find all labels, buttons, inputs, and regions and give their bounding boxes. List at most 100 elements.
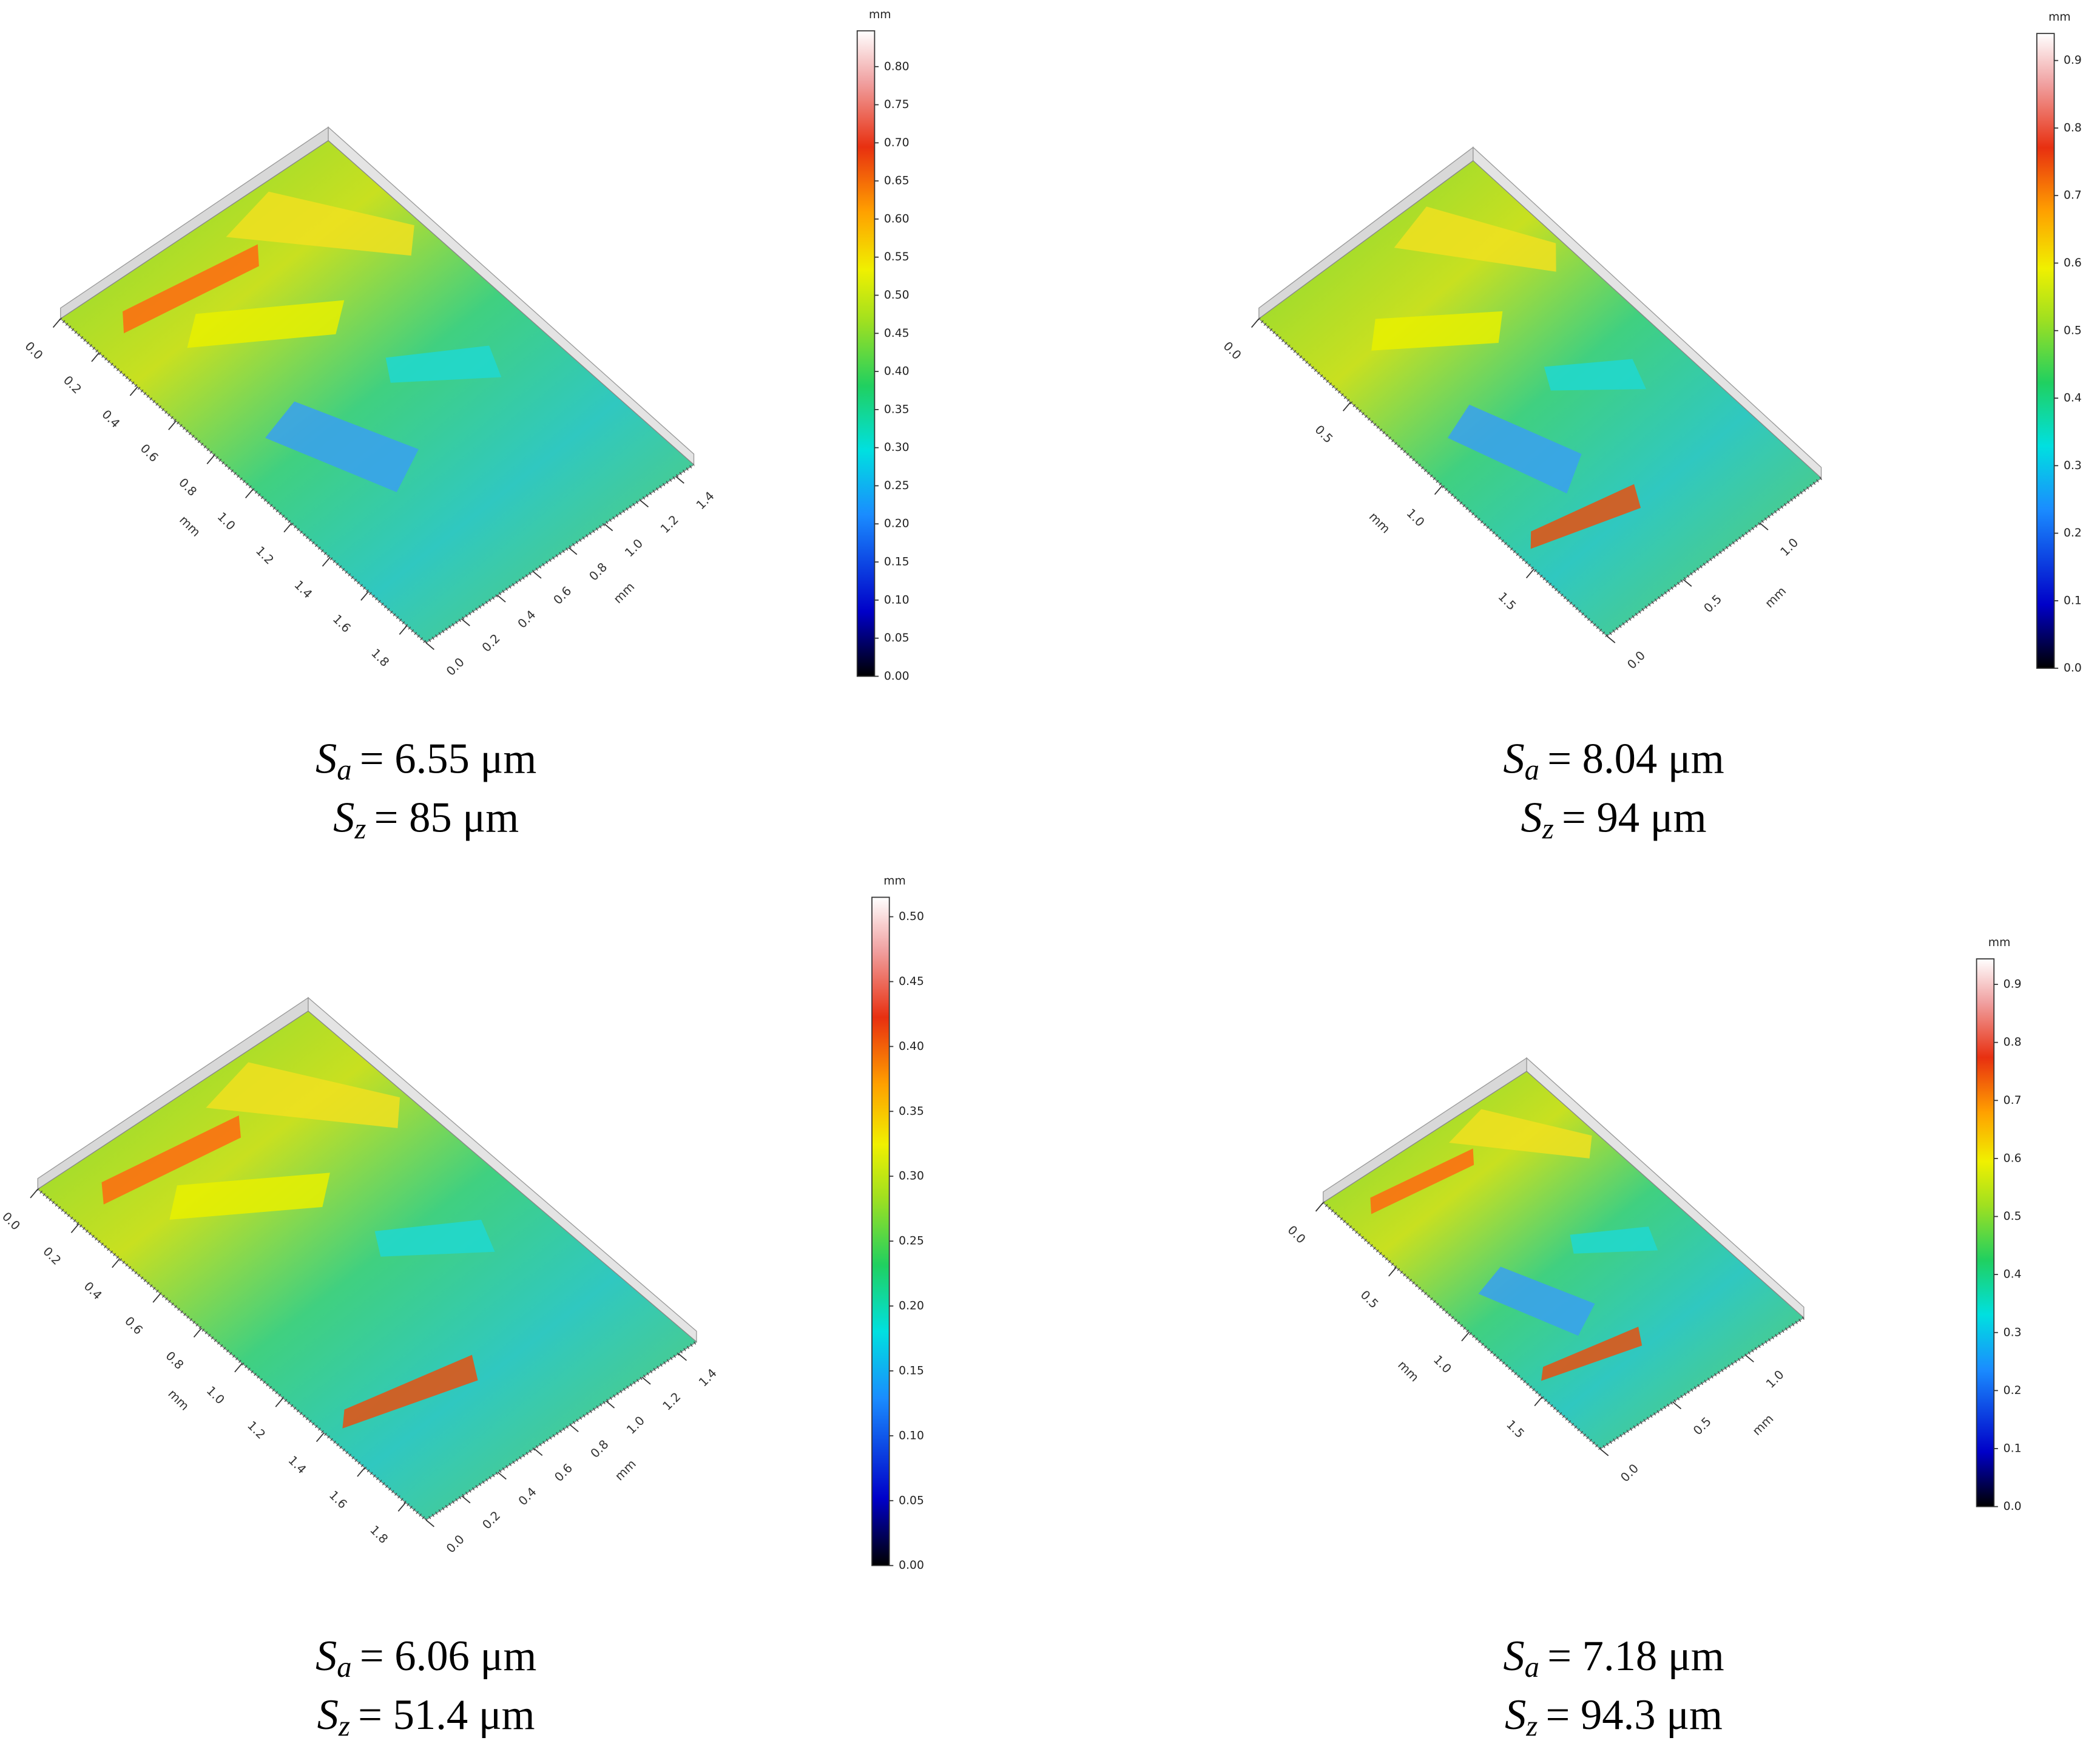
- caption: Sz = 94.3 μm: [1505, 1691, 1723, 1742]
- colorbar-tick-label: 0.40: [884, 365, 910, 378]
- axis-tick-label: 1.6: [330, 612, 354, 635]
- caption: Sa = 7.18 μm: [1503, 1632, 1724, 1683]
- colorbar-tick-label: 0.05: [884, 632, 910, 644]
- axis-tick: [1388, 1267, 1397, 1277]
- colorbar-tick-label: 0.25: [899, 1235, 924, 1248]
- axis-tick-label: 1.4: [696, 1366, 720, 1390]
- axis-tick: [275, 1398, 284, 1407]
- axis-tick-label: 0.0: [0, 1209, 23, 1233]
- colorbar-unit: mm: [869, 8, 891, 21]
- axis-edge: [1322, 1201, 1602, 1450]
- colorbar-tick-label: 0.75: [884, 98, 910, 111]
- panel: 0.0 0.5 1.0 1.5 mm 0.0 0.5 1.0 mm mm 0.0 0.1 0.2 0.3 0…: [1285, 936, 2021, 1742]
- axis-tick: [283, 523, 292, 533]
- colorbar-tick-label: 0.2: [2004, 1384, 2022, 1397]
- axis-edge: [425, 1340, 698, 1521]
- colorbar-unit: mm: [2048, 11, 2071, 24]
- colorbar-tick-label: 0.6: [2064, 257, 2082, 269]
- axis-tick-label: 1.0: [215, 510, 238, 533]
- axis-tick: [606, 1401, 615, 1409]
- colorbar-tick-label: 0.70: [884, 137, 910, 149]
- axis-tick-label: 0.2: [40, 1244, 64, 1268]
- caption-value: = 94 μm: [1562, 794, 1707, 841]
- surface-feature: [1544, 359, 1646, 391]
- axis-tick-label: 0.2: [479, 631, 503, 655]
- axis-tick-label: 1.0: [624, 1413, 647, 1437]
- colorbar-tick-label: 0.50: [884, 289, 910, 302]
- colorbar-tick-label: 0.5: [2004, 1210, 2022, 1223]
- axis-tick-label: 0.4: [516, 1485, 539, 1509]
- axis-tick-label: 0.6: [138, 441, 161, 465]
- axis-tick: [570, 1424, 579, 1432]
- axis-tick-label: 1.8: [367, 1523, 391, 1546]
- axis-tick-label: 0.6: [122, 1314, 146, 1338]
- colorbar-tick-label: 0.25: [884, 479, 910, 492]
- colorbar-tick-label: 0.05: [899, 1494, 924, 1507]
- axis-edge: [1599, 1316, 1805, 1451]
- surface-feature: [1541, 1327, 1643, 1381]
- axis-tick: [604, 523, 613, 532]
- axis-tick: [30, 1189, 38, 1199]
- axis-tick: [168, 421, 177, 430]
- colorbar-tick-label: 0.3: [2004, 1326, 2022, 1339]
- caption-subscript: z: [354, 813, 366, 845]
- axis-tick: [1672, 1401, 1682, 1410]
- axis-tick-label: 1.2: [660, 1390, 684, 1413]
- axis-tick-label: 1.0: [1431, 1353, 1454, 1376]
- axis-tick-label: 1.5: [1495, 590, 1519, 614]
- axis-tick-label: 1.2: [253, 544, 277, 567]
- axis-tick-label: 0.4: [99, 407, 123, 431]
- caption-value: = 8.04 μm: [1547, 735, 1724, 782]
- colorbar-tick-label: 0.20: [884, 518, 910, 530]
- axis-tick-label: 0.4: [81, 1279, 105, 1303]
- colorbar-tick-label: 0.1: [2064, 594, 2082, 607]
- surface-feature: [169, 1172, 330, 1220]
- caption-symbol: S: [1503, 735, 1524, 782]
- axis-tick-label: 1.5: [1504, 1418, 1527, 1441]
- caption: Sz = 85 μm: [333, 794, 519, 845]
- axis-tick: [568, 547, 578, 555]
- axis-tick: [1760, 523, 1769, 530]
- axis-tick: [1461, 1331, 1470, 1342]
- axis-tick: [1342, 402, 1351, 411]
- colorbar-tick-label: 0.30: [884, 441, 910, 454]
- axis-tick: [91, 352, 100, 362]
- colorbar-tick-label: 0.30: [899, 1170, 924, 1183]
- colorbar-tick-label: 0.35: [899, 1105, 924, 1118]
- axis-tick-label: 0.4: [515, 607, 539, 631]
- axis-tick: [425, 1519, 434, 1527]
- axis-tick: [533, 571, 542, 579]
- axis-tick-label: 1.8: [368, 646, 392, 670]
- axis-tick-label: 0.0: [1285, 1223, 1308, 1247]
- colorbar-tick-label: 0.15: [884, 556, 910, 569]
- colorbar-tick-label: 0.00: [884, 670, 910, 683]
- axis-tick: [1745, 1355, 1754, 1362]
- colorbar: [2036, 33, 2055, 669]
- colorbar: [856, 30, 876, 677]
- colorbar-tick-label: 0.4: [2064, 392, 2082, 405]
- caption-symbol: S: [333, 794, 354, 841]
- axis-label: mm: [611, 580, 638, 606]
- colorbar: [1976, 958, 1995, 1507]
- colorbar-tick-label: 0.40: [899, 1040, 924, 1053]
- caption-subscript: z: [1542, 813, 1554, 845]
- caption-symbol: S: [1503, 1632, 1524, 1680]
- axis-tick-label: 0.2: [480, 1509, 504, 1532]
- axis-tick: [112, 1258, 120, 1268]
- axis-tick-label: 0.0: [22, 339, 46, 363]
- colorbar-tick-label: 0.7: [2064, 189, 2082, 202]
- axis-tick-label: 0.5: [1701, 592, 1725, 615]
- colorbar: [871, 896, 890, 1566]
- colorbar-tick-label: 0.2: [2064, 527, 2082, 540]
- axis-tick: [642, 1377, 651, 1385]
- surface-feature: [1570, 1226, 1658, 1254]
- axis-tick: [316, 1432, 325, 1443]
- surface-feature: [385, 345, 502, 383]
- axis-tick-label: 0.6: [551, 584, 575, 607]
- axis-tick-label: 0.0: [1220, 339, 1244, 363]
- axis-tick-label: 0.8: [587, 560, 610, 584]
- caption-subscript: a: [337, 1651, 351, 1683]
- colorbar-tick-label: 0.50: [899, 910, 924, 923]
- axis-tick: [640, 499, 649, 508]
